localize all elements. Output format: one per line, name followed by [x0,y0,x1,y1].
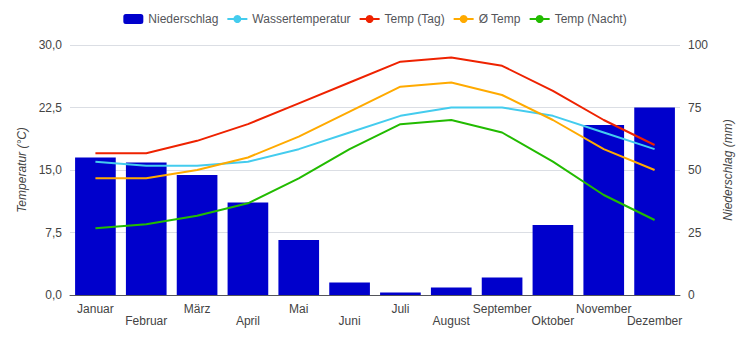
svg-text:Temp (Tag): Temp (Tag) [385,12,445,26]
svg-text:Ø Temp: Ø Temp [479,12,521,26]
svg-text:Februar: Februar [125,314,167,328]
svg-text:August: August [433,314,471,328]
svg-text:50: 50 [688,163,702,177]
svg-text:25: 25 [688,226,702,240]
svg-text:März: März [184,302,211,316]
svg-text:100: 100 [688,38,708,52]
svg-text:Wassertemperatur: Wassertemperatur [252,12,350,26]
svg-text:November: November [576,302,631,316]
svg-text:Dezember: Dezember [627,314,682,328]
svg-text:Temp (Nacht): Temp (Nacht) [555,12,627,26]
svg-text:September: September [473,302,532,316]
svg-text:0: 0 [688,288,695,302]
svg-text:Niederschlag (mm): Niederschlag (mm) [721,119,735,220]
svg-text:75: 75 [688,101,702,115]
svg-text:April: April [236,314,260,328]
svg-text:7,5: 7,5 [45,226,62,240]
svg-text:22,5: 22,5 [39,101,63,115]
svg-text:Niederschlag: Niederschlag [148,12,218,26]
svg-text:Juni: Juni [339,314,361,328]
svg-text:Januar: Januar [77,302,114,316]
svg-text:Juli: Juli [391,302,409,316]
svg-text:0,0: 0,0 [45,288,62,302]
svg-text:Oktober: Oktober [532,314,575,328]
svg-text:Mai: Mai [289,302,308,316]
svg-text:Temperatur (°C): Temperatur (°C) [15,127,29,213]
svg-text:15,0: 15,0 [39,163,63,177]
svg-text:30,0: 30,0 [39,38,63,52]
